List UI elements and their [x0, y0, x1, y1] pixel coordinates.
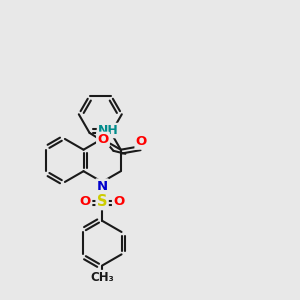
Text: O: O	[136, 135, 147, 148]
Text: O: O	[98, 129, 109, 142]
Text: NH: NH	[98, 124, 119, 137]
Text: O: O	[113, 195, 124, 208]
Text: CH₃: CH₃	[90, 271, 114, 284]
Text: S: S	[97, 194, 107, 209]
Text: N: N	[97, 180, 108, 193]
Text: O: O	[98, 133, 109, 146]
Text: O: O	[80, 195, 91, 208]
